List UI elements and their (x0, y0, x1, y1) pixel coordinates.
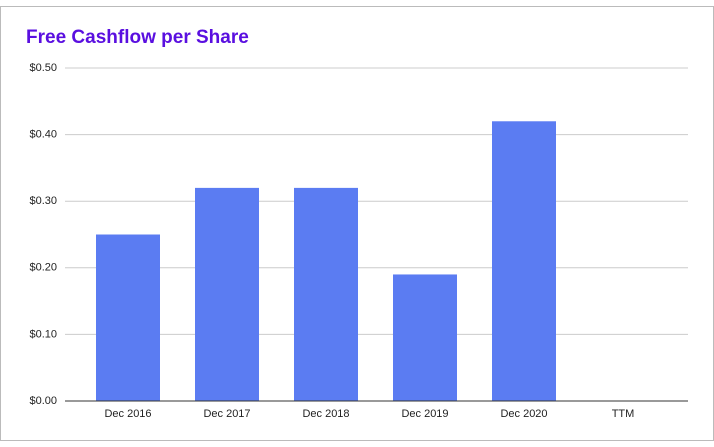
bar (492, 121, 556, 401)
x-tick-label: TTM (612, 408, 635, 420)
bar (294, 187, 358, 401)
x-tick-label: Dec 2019 (401, 408, 448, 420)
x-tick-label: Dec 2018 (302, 408, 349, 420)
x-tick-label: Dec 2016 (104, 408, 151, 420)
y-tick-label: $0.10 (29, 328, 57, 340)
bar (393, 274, 457, 401)
y-tick-label: $0.30 (29, 195, 57, 207)
y-tick-label: $0.50 (29, 62, 57, 74)
y-tick-label: $0.20 (29, 262, 57, 274)
bar (195, 187, 259, 401)
chart-title: Free Cashflow per Share (26, 27, 249, 48)
x-tick-label: Dec 2020 (500, 408, 547, 420)
bar (96, 234, 160, 401)
y-tick-label: $0.40 (29, 129, 57, 141)
y-tick-label: $0.00 (29, 395, 57, 407)
x-tick-label: Dec 2017 (203, 408, 250, 420)
